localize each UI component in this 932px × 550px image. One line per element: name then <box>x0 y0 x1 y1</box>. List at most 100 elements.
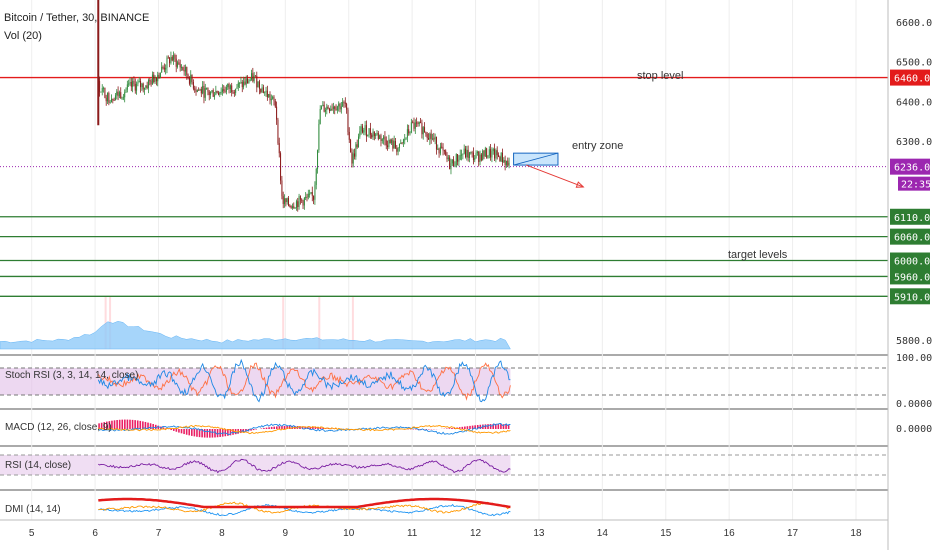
candle-body <box>114 95 116 101</box>
candle-body <box>210 91 212 96</box>
candle-body <box>359 131 361 137</box>
candle-body <box>248 81 250 84</box>
macd-hist-bar <box>479 424 482 429</box>
candle-body <box>137 82 139 84</box>
candle-body <box>434 136 436 140</box>
candle-body <box>492 149 494 152</box>
macd-hist-bar <box>172 429 175 431</box>
candle-body <box>140 80 142 88</box>
macd-hist-bar <box>203 429 206 438</box>
candle-body <box>277 119 279 144</box>
macd-hist-bar <box>461 426 464 429</box>
macd-hist-bar <box>476 425 479 429</box>
candle-body <box>417 122 419 124</box>
candle-body <box>368 128 370 136</box>
candle-body <box>431 138 433 140</box>
candle-body <box>268 94 270 98</box>
candle-body <box>118 92 120 97</box>
candle-body <box>421 122 423 135</box>
candle-body <box>372 131 374 138</box>
macd-hist-bar <box>500 424 502 429</box>
rsi-line <box>98 458 511 474</box>
macd-hist-bar <box>270 426 273 429</box>
macd-hist-bar <box>201 429 203 438</box>
macd-hist-bar <box>458 427 461 429</box>
candle-body <box>371 134 373 138</box>
volume-spike-4 <box>351 296 354 349</box>
candle-body <box>155 78 157 82</box>
candle-body <box>199 89 201 91</box>
candle-body <box>117 91 119 97</box>
candle-body <box>124 92 126 98</box>
candle-body <box>414 122 416 129</box>
candle-body <box>243 81 245 88</box>
candle-body <box>129 81 131 84</box>
candle-body <box>276 106 278 120</box>
price-tick: 6400.00 <box>896 97 932 108</box>
macd-hist-bar <box>103 422 106 429</box>
candle-body <box>396 147 398 152</box>
candle-body <box>478 151 480 162</box>
macd-hist-bar <box>124 419 126 429</box>
candle-body <box>163 67 165 70</box>
macd-hist-bar <box>484 424 487 429</box>
candle-body <box>398 143 400 149</box>
candle-body <box>151 74 153 85</box>
candle-body <box>103 87 105 89</box>
macd-hist-bar <box>144 421 147 429</box>
candle-body <box>298 196 300 207</box>
candle-body <box>254 75 256 77</box>
candle-body <box>338 103 340 107</box>
candle-body <box>379 135 381 139</box>
candle-body <box>132 80 134 87</box>
candle-body <box>175 58 177 67</box>
candle-body <box>313 195 315 200</box>
volume-spike-3 <box>318 296 321 349</box>
macd-hist-bar <box>116 420 118 429</box>
target-price-badge-4-bg <box>890 288 930 305</box>
macd-hist-bar <box>142 421 144 429</box>
stoch-k-line <box>97 358 511 403</box>
candle-body <box>429 133 431 140</box>
candle-body <box>249 79 251 82</box>
candle-body <box>479 154 481 162</box>
candle-body <box>410 122 412 133</box>
projection-arrow <box>526 164 584 188</box>
macd-hist-bar <box>448 428 451 429</box>
volume-label: Vol (20) <box>4 30 42 42</box>
volume-spike-0 <box>104 296 107 349</box>
candle-body <box>350 139 352 152</box>
candle-body <box>505 160 507 166</box>
candle-body <box>335 108 337 111</box>
time-axis-ticks: 5 6 7 8 9 10 11 12 13 14 15 16 17 18 <box>29 528 862 539</box>
candle-body <box>404 139 406 141</box>
candle-body <box>494 149 496 159</box>
macd-hist-bar <box>224 429 227 437</box>
candle-body <box>116 91 118 96</box>
price-axis-badges: 6460.00 6110.00 6060.00 6000.00 5960.00 5910.… <box>890 69 932 305</box>
candle-body <box>221 89 223 92</box>
candle-body <box>318 123 320 151</box>
stop-price-badge-bg <box>890 69 930 86</box>
candle-body <box>405 137 407 140</box>
candle-body <box>134 83 136 91</box>
candle-body <box>309 193 311 195</box>
target-levels-annotation: target levels <box>728 249 788 261</box>
candle-body <box>442 147 444 151</box>
candle-body <box>233 92 235 94</box>
candle-body <box>223 89 225 91</box>
candle-body <box>141 83 143 88</box>
macd-hist-bar <box>157 425 160 429</box>
macd-hist-bar <box>136 420 139 429</box>
macd-hist-bar <box>239 429 242 434</box>
candle-body <box>330 108 332 112</box>
rsi-band <box>0 455 511 475</box>
candle-body <box>466 149 468 158</box>
candle-body <box>149 80 151 82</box>
macd-hist-bar <box>170 429 173 431</box>
candle-body <box>177 62 179 67</box>
target-price-badge-1-bg <box>890 228 930 245</box>
candle-body <box>463 148 465 154</box>
candle-body <box>402 139 404 143</box>
